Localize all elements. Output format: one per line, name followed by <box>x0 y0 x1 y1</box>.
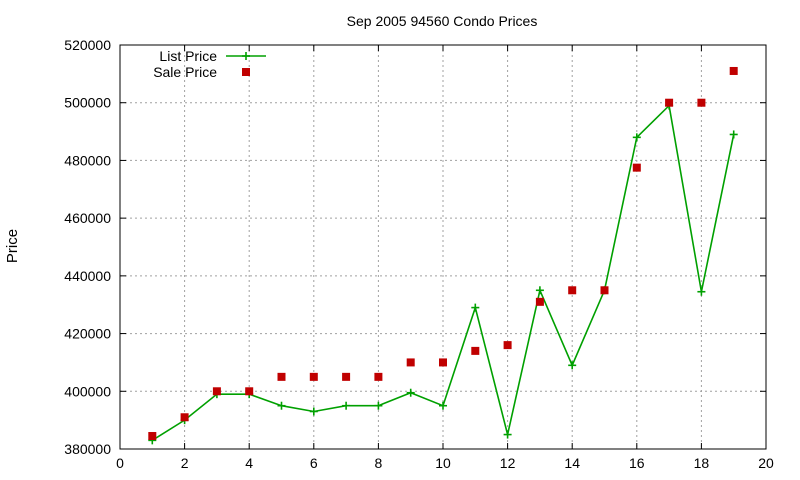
y-tick-label: 420000 <box>64 326 111 342</box>
list-price-point <box>374 401 383 410</box>
sale-price-point <box>632 163 641 172</box>
plot-frame <box>119 44 767 450</box>
x-tick-label: 20 <box>758 455 774 471</box>
list-price-point <box>439 401 447 410</box>
y-tick-label: 440000 <box>64 268 111 284</box>
x-tick-label: 14 <box>564 455 580 471</box>
series-sale-price <box>148 66 738 441</box>
y-tick-label: 480000 <box>64 152 111 168</box>
sale-price-point <box>374 372 383 381</box>
sale-price-point <box>503 341 512 350</box>
y-axis: 380000 400000 420000 440000 460000 480000 5000… <box>64 37 766 457</box>
x-tick-label: 2 <box>181 455 189 471</box>
sale-price-point <box>148 432 157 441</box>
sale-price-point <box>180 413 189 422</box>
list-price-point <box>309 407 318 416</box>
legend-label: List Price <box>159 48 217 64</box>
sale-price-point <box>729 66 738 75</box>
sale-price-point <box>277 372 286 381</box>
sale-price-point <box>342 372 351 381</box>
y-tick-label: 460000 <box>64 210 111 226</box>
chart-title: Sep 2005 94560 Condo Prices <box>347 13 538 29</box>
y-axis-label: Price <box>4 229 21 263</box>
x-tick-label: 16 <box>629 455 645 471</box>
x-tick-label: 8 <box>375 455 383 471</box>
list-price-point <box>277 401 286 410</box>
list-price-point <box>503 430 512 439</box>
list-price-point <box>471 303 480 312</box>
x-axis: 0 2 4 6 8 10 12 14 16 18 20 <box>116 45 774 471</box>
sale-price-point <box>568 286 577 295</box>
y-tick-label: 400000 <box>64 383 111 399</box>
series-layer <box>148 66 738 445</box>
series-list-price <box>148 101 738 445</box>
list-price-point <box>729 130 738 139</box>
list-price-point <box>697 287 706 296</box>
y-tick-label: 380000 <box>64 441 111 457</box>
x-tick-label: 18 <box>694 455 710 471</box>
sale-price-point <box>600 286 609 295</box>
grid <box>120 45 766 449</box>
sale-price-point <box>471 346 480 355</box>
y-tick-label: 500000 <box>64 95 111 111</box>
legend-marker <box>242 52 250 60</box>
list-price-point <box>568 361 577 370</box>
x-tick-label: 6 <box>310 455 318 471</box>
list-price-point <box>535 286 544 295</box>
sale-price-point <box>535 297 544 306</box>
list-price-point <box>342 401 351 410</box>
list-price-point <box>632 133 641 142</box>
sale-price-point <box>439 358 447 367</box>
y-tick-label: 520000 <box>64 37 111 53</box>
legend-marker <box>242 68 250 76</box>
sale-price-point <box>406 358 415 367</box>
x-tick-label: 0 <box>116 455 124 471</box>
sale-price-point <box>665 98 674 107</box>
legend-label: Sale Price <box>153 64 217 80</box>
sale-price-point <box>245 387 254 396</box>
list-price-point <box>406 388 415 397</box>
sale-price-point <box>212 387 221 396</box>
x-tick-label: 4 <box>245 455 253 471</box>
sale-price-point <box>309 372 318 381</box>
x-tick-label: 12 <box>500 455 516 471</box>
sale-price-point <box>697 98 706 107</box>
x-tick-label: 10 <box>435 455 451 471</box>
